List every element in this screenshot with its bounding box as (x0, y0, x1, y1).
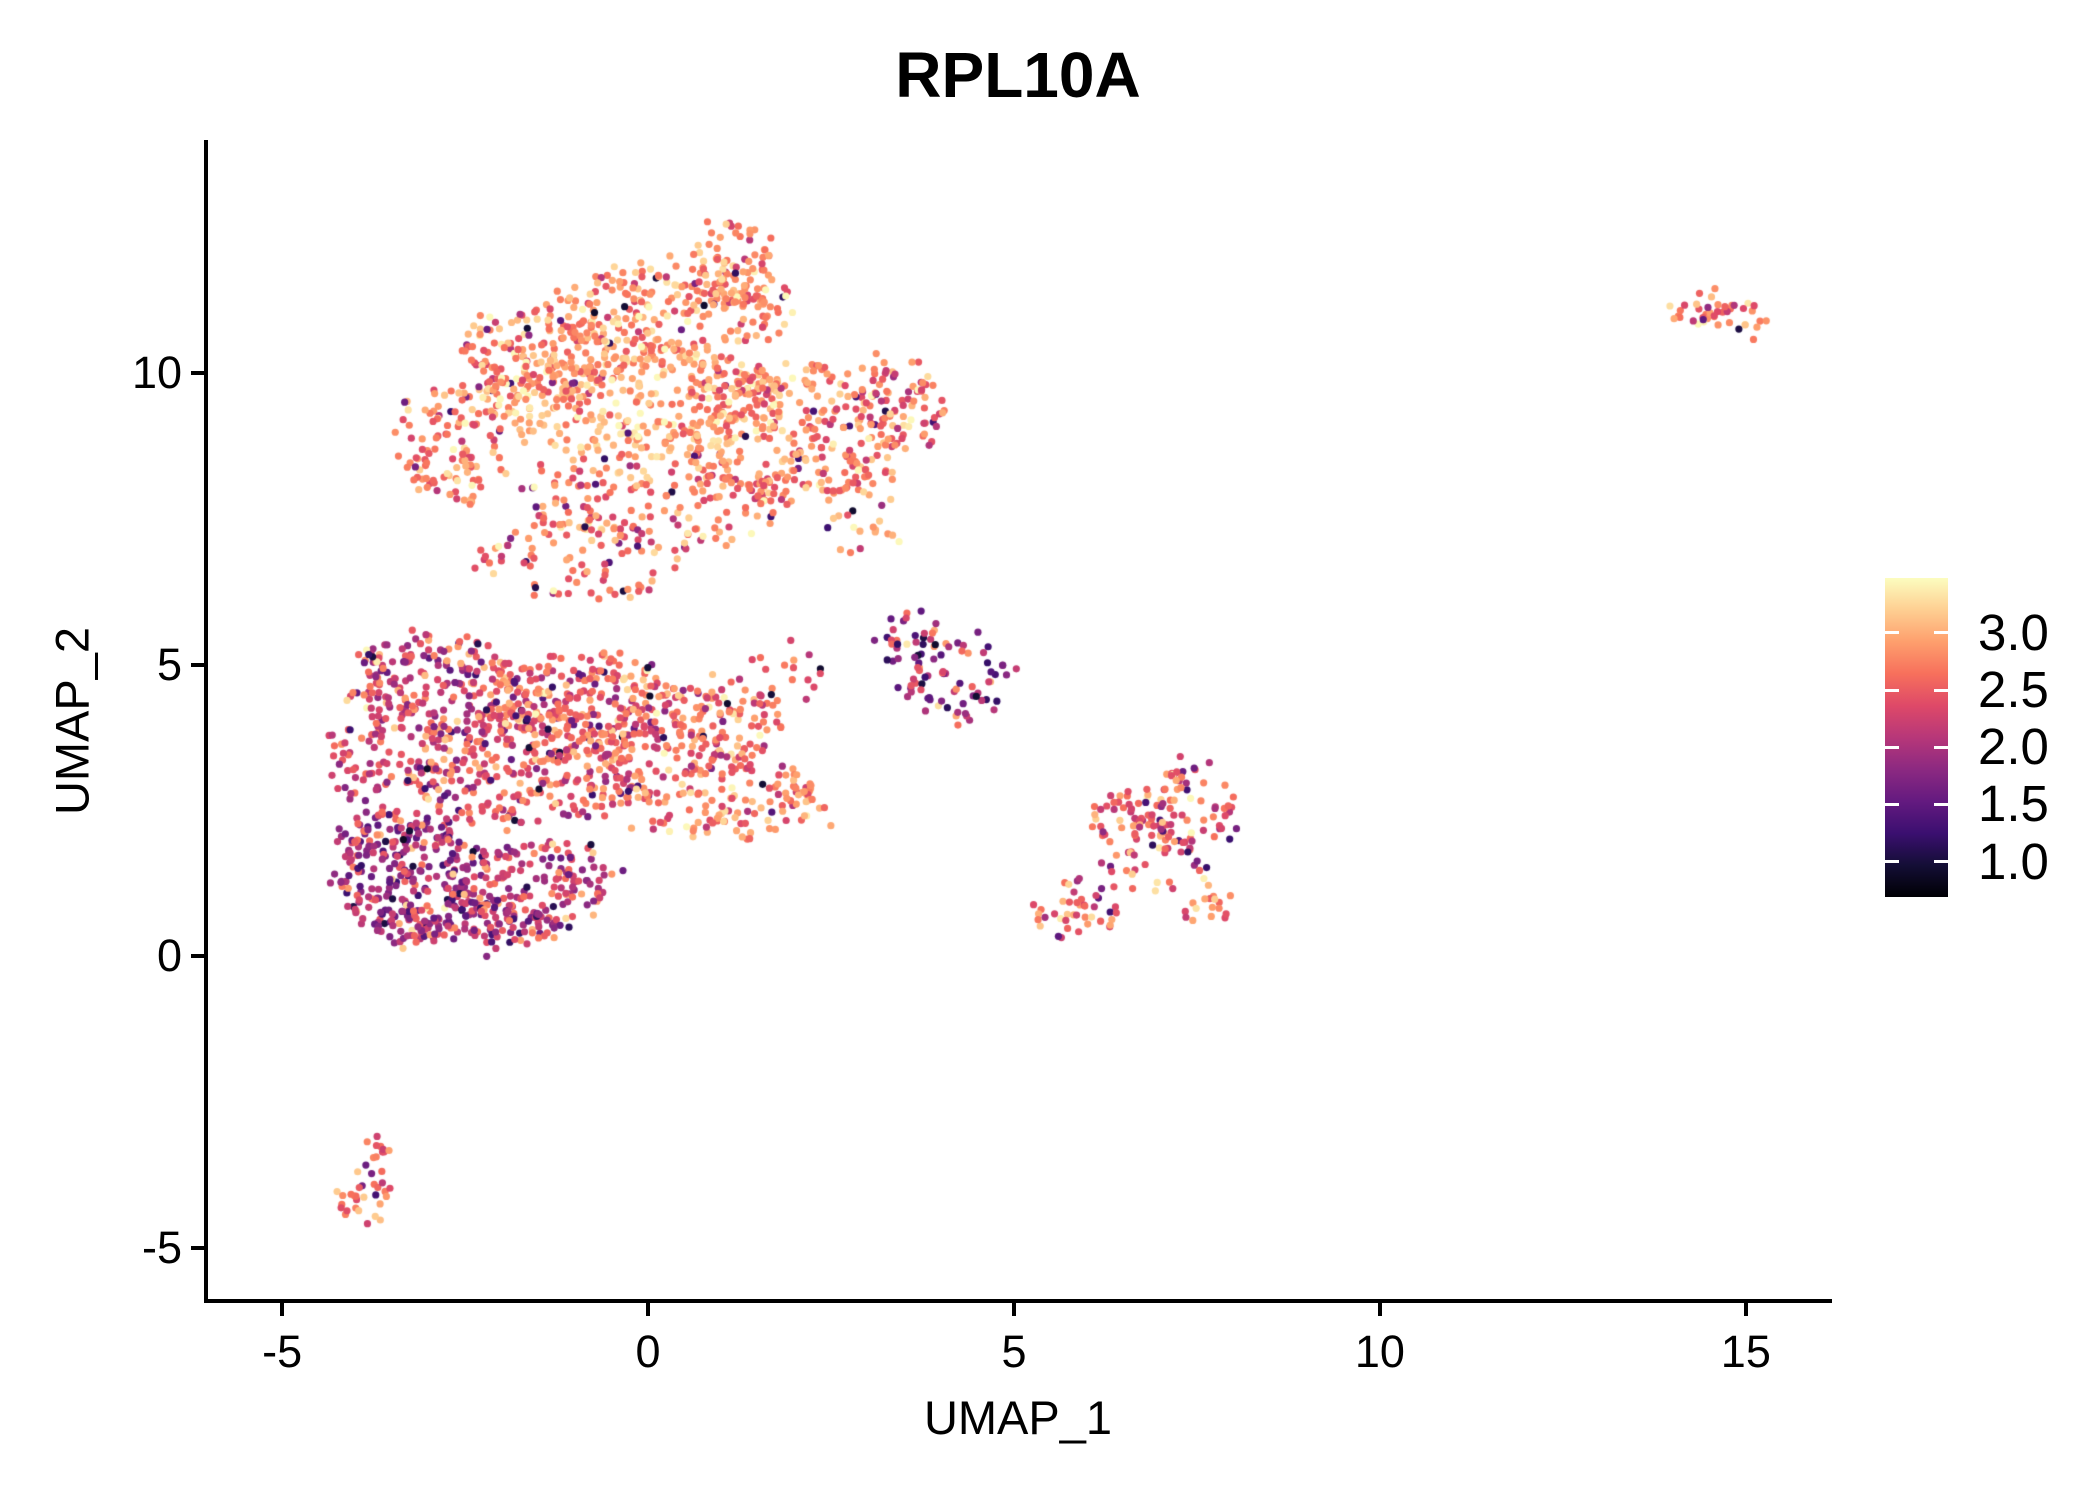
colorbar-tick-label: 2.5 (1978, 661, 2049, 719)
x-tick-label: 5 (1001, 1326, 1027, 1377)
y-axis-title: UMAP_2 (45, 626, 99, 816)
y-tick-label: 0 (156, 930, 182, 982)
colorbar-tick (1885, 802, 1899, 806)
colorbar-tick (1885, 688, 1899, 692)
x-axis-title: UMAP_1 (923, 1391, 1113, 1444)
colorbar-tick-label: 3.0 (1978, 603, 2049, 661)
x-axis-line (204, 1299, 1832, 1303)
colorbar-tick (1885, 745, 1899, 749)
y-tick-label: 5 (156, 638, 182, 690)
chart-title: RPL10A (895, 39, 1141, 111)
x-tick-mark (280, 1303, 285, 1316)
colorbar-tick (1934, 631, 1948, 635)
colorbar-gradient (1885, 578, 1948, 897)
colorbar-tick-label: 1.5 (1978, 775, 2049, 833)
y-tick-mark (191, 662, 204, 667)
y-tick-label: 10 (131, 346, 182, 398)
x-tick-label: 0 (635, 1326, 661, 1377)
colorbar-tick (1885, 631, 1899, 635)
x-tick-mark (1743, 1303, 1748, 1316)
x-tick-label: -5 (262, 1326, 303, 1377)
colorbar-tick-label: 1.0 (1978, 832, 2049, 890)
y-axis-line (204, 140, 208, 1303)
colorbar-tick (1885, 860, 1899, 864)
x-tick-mark (646, 1303, 651, 1316)
x-tick-label: 15 (1720, 1326, 1771, 1377)
colorbar-tick (1934, 745, 1948, 749)
colorbar-tick (1934, 802, 1948, 806)
y-tick-label: -5 (141, 1221, 182, 1273)
x-tick-label: 10 (1354, 1326, 1405, 1377)
y-tick-mark (191, 370, 204, 375)
colorbar-tick (1934, 688, 1948, 692)
colorbar-tick (1934, 860, 1948, 864)
colorbar-tick-label: 2.0 (1978, 718, 2049, 776)
x-tick-mark (1377, 1303, 1382, 1316)
x-tick-mark (1011, 1303, 1016, 1316)
y-tick-mark (191, 1245, 204, 1250)
y-tick-mark (191, 954, 204, 959)
